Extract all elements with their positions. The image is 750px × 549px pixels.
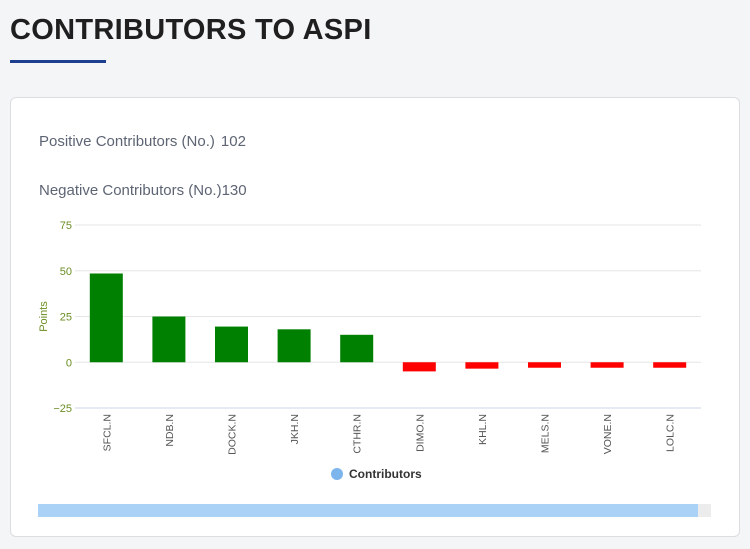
contributors-bar-chart: 75 50 25 0 −25 Points SFCL.N NDB.N DOCK.N JKH.N… [38,220,701,481]
x-tick-label: MELS.N [540,414,552,453]
x-tick-label: KHL.N [477,414,489,445]
legend-marker-icon [331,468,343,480]
y-axis-label: Points [38,301,50,332]
bar-lolc-n[interactable] [653,362,687,368]
y-tick-label: 0 [66,357,72,369]
legend[interactable]: Contributors [331,467,422,481]
legend-label[interactable]: Contributors [349,467,422,481]
negative-contributors-stat: Negative Contributors (No.)130 [39,182,247,199]
chart-scrollbar[interactable] [38,504,711,517]
positive-contributors-value: 102 [220,133,246,150]
x-tick-label: VONE.N [602,414,614,454]
x-tick-label: DOCK.N [227,414,239,455]
positive-contributors-label: Positive Contributors (No.) [39,133,215,150]
page-title: CONTRIBUTORS TO ASPI [10,14,372,46]
bar-jkh-n[interactable] [277,329,311,363]
chart-card: Positive Contributors (No.) 102 Negative … [10,97,740,537]
y-tick-label: 75 [60,220,72,232]
title-underline [10,60,106,63]
positive-contributors-stat: Positive Contributors (No.) 102 [39,133,246,150]
x-tick-label: LOLC.N [665,414,677,452]
bar-mels-n[interactable] [528,362,561,368]
bars [89,273,687,372]
bar-khl-n[interactable] [465,362,499,369]
scrollbar-thumb[interactable] [38,504,698,517]
y-tick-label: 25 [60,312,72,324]
bar-ndb-n[interactable] [152,316,186,363]
x-tick-label: DIMO.N [414,414,426,452]
negative-contributors-label: Negative Contributors (No.) [39,182,222,199]
x-tick-label: NDB.N [164,414,176,447]
negative-contributors-value: 130 [221,182,247,199]
bar-cthr-n[interactable] [340,334,374,363]
y-axis-ticks: 75 50 25 0 −25 [53,220,72,415]
bar-dock-n[interactable] [215,326,248,363]
y-tick-label: 50 [60,266,72,278]
y-tick-label: −25 [53,403,72,415]
x-tick-label: SFCL.N [101,414,113,451]
x-tick-label: CTHR.N [352,414,364,454]
bar-dimo-n[interactable] [402,362,436,372]
bar-sfcl-n[interactable] [89,273,123,363]
bar-vone-n[interactable] [590,362,624,368]
x-tick-label: JKH.N [289,414,301,444]
x-axis-ticks: SFCL.N NDB.N DOCK.N JKH.N CTHR.N DIMO.N KHL.N M… [101,414,676,455]
